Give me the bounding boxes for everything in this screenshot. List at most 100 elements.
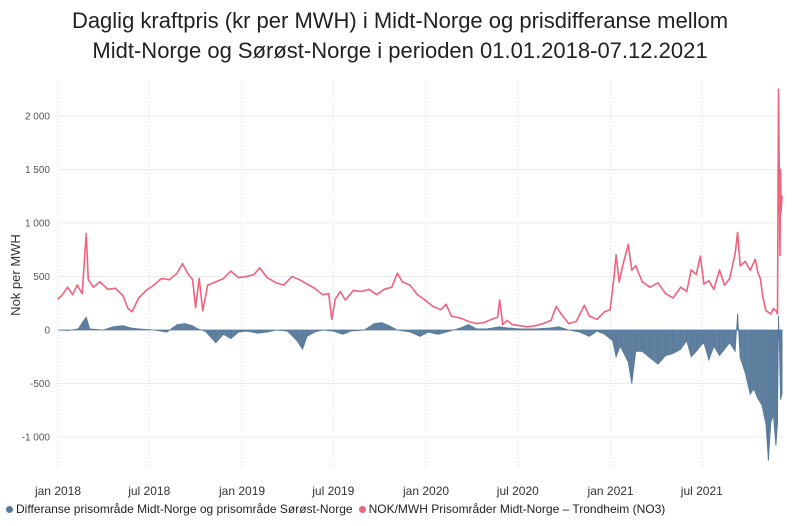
point-price bbox=[483, 321, 485, 324]
x-tick-label: jan 2018 bbox=[34, 484, 81, 498]
point-price bbox=[631, 269, 633, 271]
point-price bbox=[498, 299, 501, 301]
legend-marker-diff-icon bbox=[6, 505, 13, 513]
point-price bbox=[467, 320, 470, 323]
point-price bbox=[567, 322, 570, 325]
x-tick-label: jul 2019 bbox=[311, 484, 354, 498]
point-price bbox=[160, 277, 163, 280]
point-price bbox=[416, 293, 419, 296]
x-tick-label: jul 2021 bbox=[680, 484, 723, 498]
y-tick-label: -1 000 bbox=[22, 433, 51, 444]
point-price bbox=[368, 288, 370, 291]
point-price bbox=[191, 278, 194, 281]
x-tick-label: jul 2018 bbox=[127, 484, 170, 498]
point-price bbox=[588, 315, 591, 317]
point-price bbox=[781, 195, 783, 198]
point-price bbox=[490, 318, 493, 321]
point-price bbox=[245, 275, 248, 278]
point-price bbox=[76, 284, 78, 286]
x-tick-label: jan 2021 bbox=[587, 484, 634, 498]
point-price bbox=[672, 297, 674, 299]
point-price bbox=[759, 277, 762, 280]
point-price bbox=[779, 168, 782, 171]
point-price bbox=[360, 290, 362, 293]
point-price bbox=[526, 326, 529, 328]
point-price bbox=[635, 265, 637, 267]
y-tick-label: 1 500 bbox=[25, 165, 50, 176]
chart-title-line-2: Midt-Norge og Sørøst-Norge i perioden 01… bbox=[92, 38, 708, 63]
point-price bbox=[685, 290, 688, 293]
point-price bbox=[114, 287, 117, 290]
point-price bbox=[772, 307, 775, 310]
series-price bbox=[57, 88, 783, 328]
grid bbox=[57, 80, 782, 468]
point-price bbox=[258, 267, 261, 269]
point-price bbox=[230, 270, 232, 272]
point-price bbox=[762, 296, 764, 298]
point-price bbox=[506, 319, 509, 322]
legend-item-diff[interactable]: Differanse prisområde Midt-Norge og pris… bbox=[6, 502, 353, 516]
point-price bbox=[703, 283, 705, 285]
point-price bbox=[186, 272, 189, 275]
point-price bbox=[542, 322, 544, 325]
x-tick-label: jul 2020 bbox=[496, 484, 539, 498]
legend-marker-price-icon bbox=[358, 505, 366, 513]
point-price bbox=[383, 288, 386, 291]
point-price bbox=[201, 309, 204, 312]
point-price bbox=[222, 277, 225, 280]
point-price bbox=[627, 243, 629, 246]
point-price bbox=[401, 281, 404, 283]
point-price bbox=[613, 275, 615, 278]
chart-title-line-1: Daglig kraftpris (kr per MWH) i Midt-Nor… bbox=[71, 8, 729, 33]
point-price bbox=[777, 88, 780, 91]
point-price bbox=[475, 322, 478, 325]
x-tick-label: jan 2019 bbox=[218, 484, 265, 498]
point-price bbox=[432, 305, 434, 308]
point-price bbox=[718, 269, 721, 271]
y-tick-label: 500 bbox=[33, 272, 50, 283]
point-price bbox=[334, 298, 337, 300]
legend-item-price[interactable]: NOK/MWH Prisområder Midt-Norge – Trondhe… bbox=[358, 502, 666, 516]
point-price bbox=[375, 293, 378, 296]
point-price bbox=[283, 284, 285, 286]
point-price bbox=[534, 324, 537, 327]
point-price bbox=[609, 308, 611, 311]
point-price bbox=[739, 265, 741, 267]
point-price bbox=[679, 286, 682, 289]
point-price bbox=[550, 319, 552, 322]
point-price bbox=[176, 272, 178, 275]
point-price bbox=[122, 295, 124, 297]
legend-label-diff: Differanse prisområde Midt-Norge og pris… bbox=[16, 502, 353, 516]
point-price bbox=[81, 292, 83, 295]
point-price bbox=[713, 288, 715, 291]
y-axis-label: Nok per MWH bbox=[8, 234, 23, 316]
point-price bbox=[618, 281, 620, 283]
point-price bbox=[641, 281, 644, 283]
point-price bbox=[181, 262, 184, 265]
point-price bbox=[327, 292, 330, 295]
point-price bbox=[560, 313, 562, 315]
point-price bbox=[253, 273, 255, 276]
point-price bbox=[770, 313, 772, 315]
point-price bbox=[291, 275, 293, 278]
point-price bbox=[780, 211, 782, 214]
point-price bbox=[496, 316, 499, 319]
legend-label-price: NOK/MWH Prisområder Midt-Norge – Trondhe… bbox=[368, 502, 666, 516]
point-price bbox=[266, 276, 269, 279]
point-price bbox=[206, 284, 209, 286]
point-price bbox=[107, 288, 109, 291]
point-price bbox=[723, 284, 726, 286]
y-tick-label: 0 bbox=[44, 326, 50, 337]
point-price bbox=[757, 271, 759, 274]
point-price bbox=[649, 286, 651, 289]
point-price bbox=[61, 293, 64, 296]
point-price bbox=[621, 265, 624, 267]
point-price bbox=[331, 318, 333, 321]
point-price bbox=[396, 272, 399, 275]
point-price bbox=[71, 293, 74, 296]
point-price bbox=[519, 324, 521, 327]
point-price bbox=[765, 309, 767, 312]
point-price bbox=[775, 309, 777, 312]
point-price bbox=[734, 253, 736, 255]
